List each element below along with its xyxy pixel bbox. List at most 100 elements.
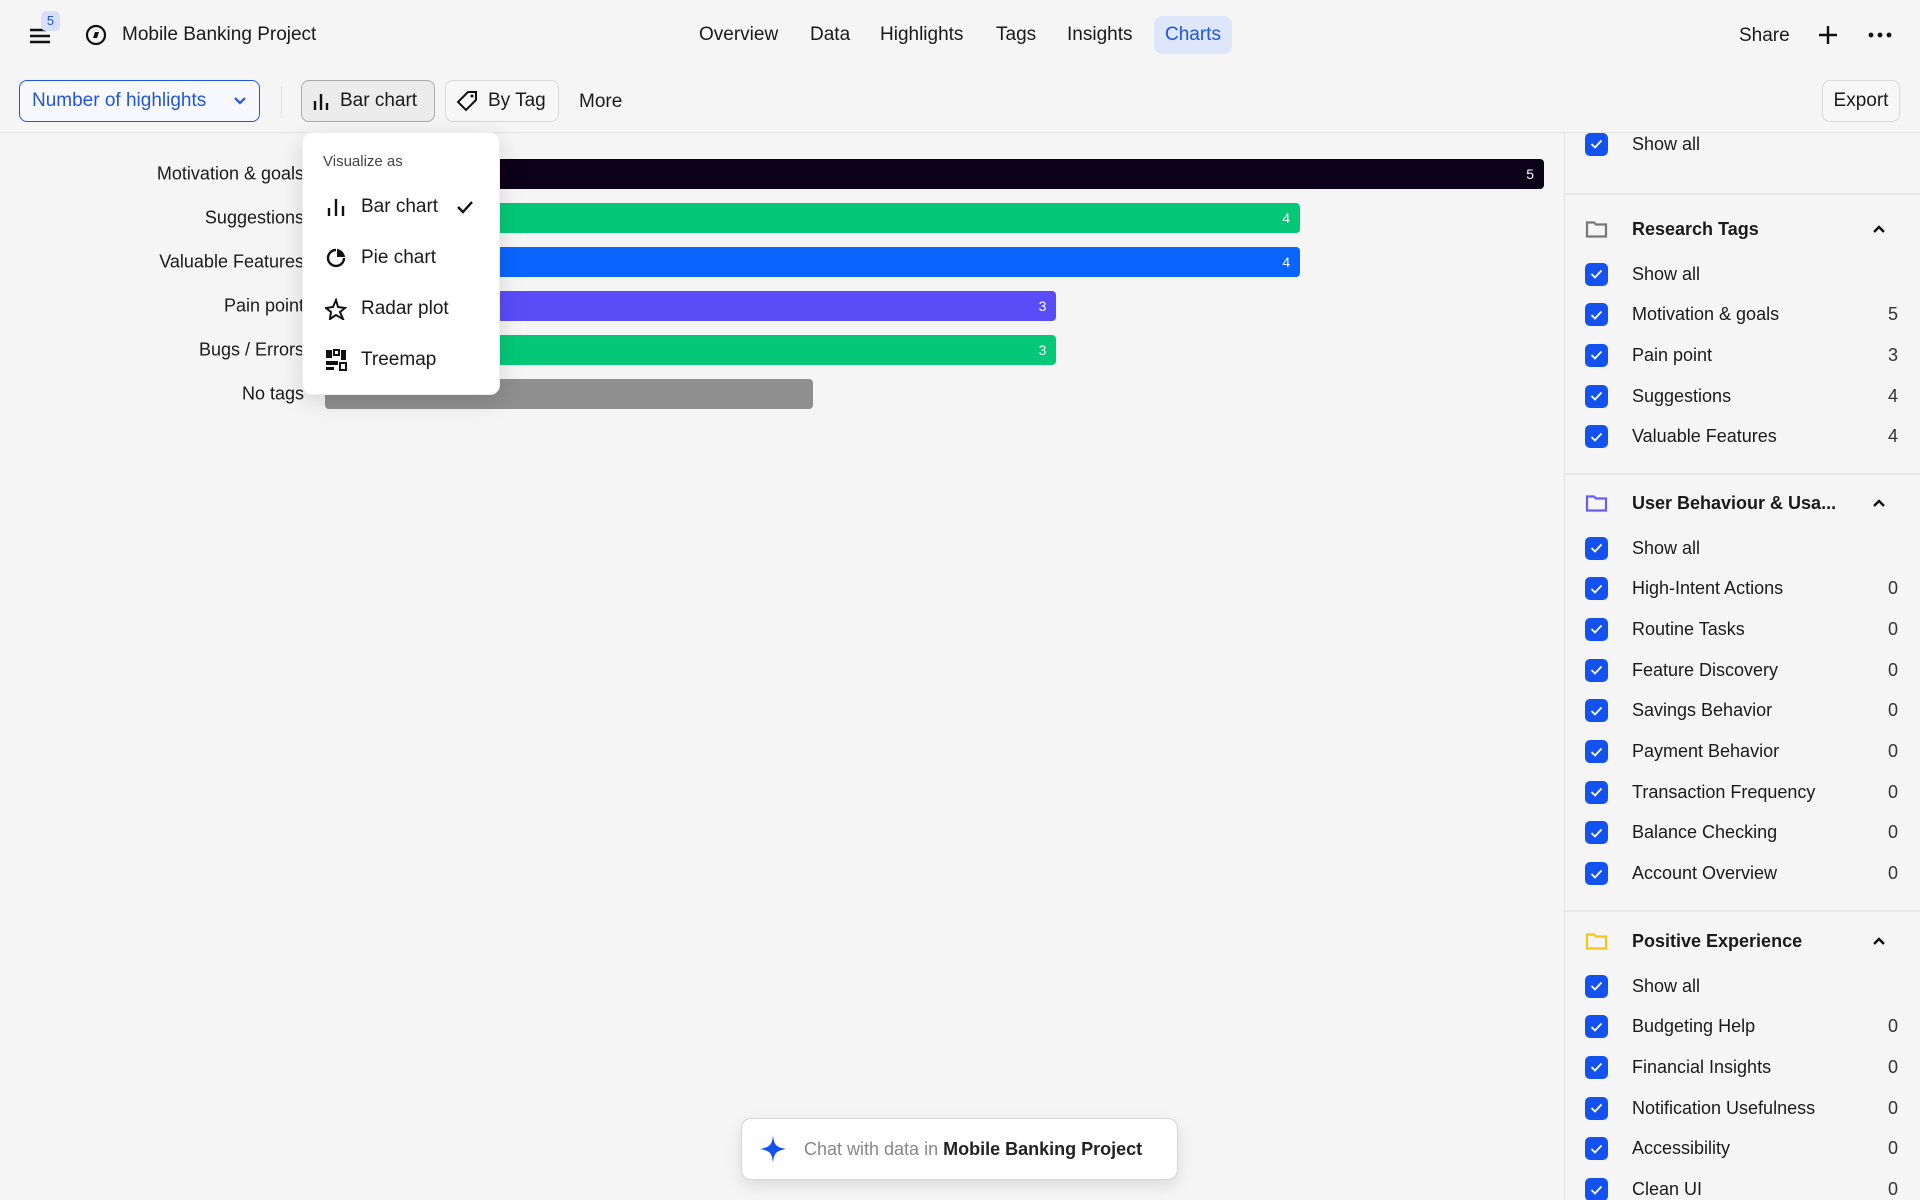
tag-filter-item[interactable]: Budgeting Help 0 bbox=[1565, 1009, 1920, 1045]
chevron-down-icon bbox=[234, 97, 246, 105]
tab-insights[interactable]: Insights bbox=[1067, 24, 1133, 45]
menu-item-pie-chart[interactable]: Pie chart bbox=[325, 247, 436, 269]
bar-value-label: 4 bbox=[1282, 254, 1291, 270]
section-divider bbox=[1565, 909, 1920, 912]
checkbox-checked-icon[interactable] bbox=[1585, 699, 1608, 723]
chevron-up-icon[interactable] bbox=[1872, 936, 1886, 946]
menu-item-label: Radar plot bbox=[361, 298, 449, 319]
tab-tags[interactable]: Tags bbox=[996, 24, 1037, 45]
share-button[interactable]: Share bbox=[1739, 25, 1790, 46]
item-label: Accessibility bbox=[1632, 1138, 1731, 1159]
pie-chart-icon bbox=[326, 248, 346, 268]
checkbox-checked-icon[interactable] bbox=[1585, 536, 1608, 560]
checkbox-checked-icon[interactable] bbox=[1585, 1137, 1608, 1161]
group-show-all-checkbox[interactable]: Show all bbox=[1565, 530, 1920, 566]
checkbox-checked-icon[interactable] bbox=[1585, 1055, 1608, 1079]
item-label: Motivation & goals bbox=[1632, 304, 1780, 325]
menu-title: Visualize as bbox=[323, 153, 403, 170]
checkbox-checked-icon[interactable] bbox=[1585, 617, 1608, 641]
tag-filter-item[interactable]: Notification Usefulness 0 bbox=[1565, 1090, 1920, 1126]
item-label: High-Intent Actions bbox=[1632, 578, 1784, 599]
checkbox-checked-icon[interactable] bbox=[1585, 1015, 1608, 1039]
show-all-checkbox[interactable]: Show all bbox=[1565, 133, 1920, 162]
checkbox-checked-icon[interactable] bbox=[1585, 384, 1608, 408]
item-label: Notification Usefulness bbox=[1632, 1097, 1816, 1118]
more-options-icon[interactable] bbox=[1868, 32, 1892, 38]
tag-filter-item[interactable]: Routine Tasks 0 bbox=[1565, 611, 1920, 647]
tag-filter-item[interactable]: Valuable Features 4 bbox=[1565, 419, 1920, 455]
group-title: Positive Experience bbox=[1632, 930, 1803, 951]
chevron-up-icon[interactable] bbox=[1872, 498, 1886, 508]
checkbox-checked-icon[interactable] bbox=[1585, 821, 1608, 845]
tag-filter-item[interactable]: Transaction Frequency 0 bbox=[1565, 774, 1920, 810]
checkbox-checked-icon[interactable] bbox=[1585, 974, 1608, 998]
notification-badge: 5 bbox=[41, 11, 60, 31]
bar-label: Suggestions bbox=[204, 207, 304, 228]
tag-filter-item[interactable]: Feature Discovery 0 bbox=[1565, 652, 1920, 688]
sparkle-icon bbox=[760, 1135, 786, 1163]
menu-item-label: Treemap bbox=[361, 349, 437, 370]
bar[interactable]: 5 bbox=[325, 159, 1544, 189]
tag-filter-item[interactable]: Financial Insights 0 bbox=[1565, 1049, 1920, 1085]
chart-type-label: Bar chart bbox=[340, 90, 418, 111]
item-count: 0 bbox=[1887, 822, 1898, 843]
export-button[interactable]: Export bbox=[1822, 80, 1900, 122]
tag-filter-item[interactable]: Suggestions 4 bbox=[1565, 378, 1920, 414]
tab-overview[interactable]: Overview bbox=[699, 24, 779, 45]
checkbox-checked-icon[interactable] bbox=[1585, 133, 1608, 156]
group-header[interactable]: Research Tags bbox=[1565, 211, 1920, 247]
chat-prefix: Chat with data in bbox=[804, 1138, 939, 1159]
tag-filter-item[interactable]: High-Intent Actions 0 bbox=[1565, 571, 1920, 607]
checkbox-checked-icon[interactable] bbox=[1585, 425, 1608, 449]
tag-filter-item[interactable]: Payment Behavior 0 bbox=[1565, 734, 1920, 770]
tag-filter-item[interactable]: Pain point 3 bbox=[1565, 337, 1920, 373]
group-show-all-checkbox[interactable]: Show all bbox=[1565, 256, 1920, 292]
item-label: Suggestions bbox=[1632, 385, 1732, 406]
tag-filter-item[interactable]: Accessibility 0 bbox=[1565, 1131, 1920, 1167]
tag-filter-item[interactable]: Clean UI 0 bbox=[1565, 1172, 1920, 1200]
tag-filter-item[interactable]: Savings Behavior 0 bbox=[1565, 693, 1920, 729]
item-count: 5 bbox=[1887, 304, 1898, 325]
bar-label: No tags bbox=[241, 383, 304, 404]
tab-highlights[interactable]: Highlights bbox=[880, 24, 964, 45]
checkbox-checked-icon[interactable] bbox=[1585, 658, 1608, 682]
checkbox-checked-icon[interactable] bbox=[1585, 303, 1608, 327]
tag-filter-item[interactable]: Account Overview 0 bbox=[1565, 856, 1920, 892]
checkbox-checked-icon[interactable] bbox=[1585, 862, 1608, 886]
menu-item-bar-chart[interactable]: Bar chart bbox=[325, 196, 474, 218]
group-show-all-checkbox[interactable]: Show all bbox=[1565, 968, 1920, 1004]
compass-icon bbox=[85, 24, 107, 46]
toolbar-divider-line bbox=[0, 132, 1920, 133]
group-header[interactable]: Positive Experience bbox=[1565, 923, 1920, 959]
metric-select[interactable]: Number of highlights bbox=[19, 80, 260, 122]
menu-item-treemap[interactable]: Treemap bbox=[325, 349, 436, 371]
checkbox-checked-icon[interactable] bbox=[1585, 577, 1608, 601]
folder-icon bbox=[1585, 932, 1608, 950]
bar-value-label: 3 bbox=[1038, 342, 1047, 358]
checkbox-checked-icon[interactable] bbox=[1585, 343, 1608, 367]
menu-item-radar-plot[interactable]: Radar plot bbox=[325, 298, 449, 320]
checkbox-checked-icon[interactable] bbox=[1585, 1096, 1608, 1120]
tab-data[interactable]: Data bbox=[810, 24, 851, 45]
tag-filter-item[interactable]: Balance Checking 0 bbox=[1565, 815, 1920, 851]
chat-with-data-input[interactable]: Chat with data in Mobile Banking Project bbox=[741, 1118, 1178, 1180]
checkbox-checked-icon[interactable] bbox=[1585, 1178, 1608, 1200]
chart-type-button[interactable]: Bar chart bbox=[301, 80, 435, 122]
checkbox-checked-icon[interactable] bbox=[1585, 740, 1608, 763]
item-label: Show all bbox=[1632, 975, 1701, 996]
bar-value-label: 4 bbox=[1282, 210, 1291, 226]
group-by-label: By Tag bbox=[488, 90, 546, 111]
group-header[interactable]: User Behaviour & Usa... bbox=[1565, 485, 1920, 521]
chevron-up-icon[interactable] bbox=[1872, 224, 1886, 234]
group-by-button[interactable]: By Tag bbox=[445, 80, 559, 122]
section-divider bbox=[1565, 472, 1920, 475]
item-label: Payment Behavior bbox=[1632, 741, 1780, 761]
checkbox-checked-icon[interactable] bbox=[1585, 780, 1608, 804]
folder-icon bbox=[1585, 494, 1608, 512]
tab-charts[interactable]: Charts bbox=[1154, 16, 1232, 54]
more-button[interactable]: More bbox=[579, 91, 623, 112]
item-label: Balance Checking bbox=[1632, 822, 1778, 843]
plus-icon[interactable] bbox=[1818, 25, 1838, 45]
tag-filter-item[interactable]: Motivation & goals 5 bbox=[1565, 297, 1920, 333]
checkbox-checked-icon[interactable] bbox=[1585, 262, 1608, 286]
